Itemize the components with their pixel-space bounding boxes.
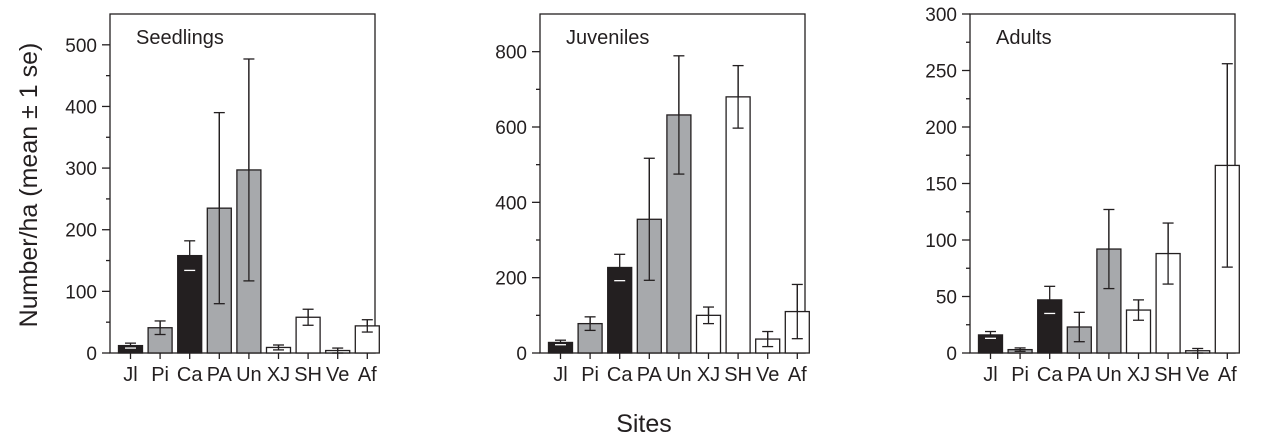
y-tick-label: 0 [516, 344, 527, 365]
x-tick-label-pa: PA [637, 364, 663, 386]
bar-ca [607, 266, 633, 354]
x-tick-label-sh: SH [294, 364, 322, 386]
y-tick-label: 0 [86, 344, 97, 365]
x-tick-label-pa: PA [1067, 364, 1093, 386]
x-tick-label-af: Af [788, 364, 807, 386]
x-tick-label-xj: XJ [267, 364, 290, 386]
x-tick-label-af: Af [1218, 364, 1237, 386]
x-tick-label-pi: Pi [1011, 364, 1029, 386]
y-tick-label: 100 [925, 231, 957, 252]
panel-title: Juveniles [566, 27, 649, 49]
x-tick-label-un: Un [236, 364, 262, 386]
y-tick-label: 200 [65, 221, 97, 242]
chart-panel-adults: 0 50 100 150 200 250 300 Jl Pi Ca PA Un XJ SH Ve Af Adul… [925, 5, 1240, 386]
y-tick-label: 400 [495, 193, 527, 214]
x-tick-label-ve: Ve [326, 364, 349, 386]
x-tick-label-af: Af [358, 364, 377, 386]
x-tick-label-xj: XJ [1127, 364, 1150, 386]
y-tick-label: 250 [925, 62, 957, 83]
y-tick-label: 0 [946, 344, 957, 365]
y-tick-label: 50 [936, 288, 957, 309]
x-tick-label-sh: SH [1154, 364, 1182, 386]
y-tick-label: 300 [925, 5, 957, 26]
y-tick-label: 500 [65, 36, 97, 57]
chart-panel-juveniles: 0 200 400 600 800 Jl Pi Ca PA Un XJ SH Ve Af Juveniles [495, 13, 810, 386]
y-tick-label: 150 [925, 175, 957, 196]
x-tick-label-ca: Ca [607, 364, 633, 386]
y-tick-label: 100 [65, 282, 97, 303]
x-tick-label-un: Un [1096, 364, 1122, 386]
chart-panel-seedlings: 0 100 200 300 400 500 Jl Pi Ca PA Un XJ SH Ve Af Seedli… [65, 13, 380, 386]
y-tick-label: 600 [495, 118, 527, 139]
y-tick-label: 200 [925, 118, 957, 139]
x-axis-label: Sites [616, 410, 672, 438]
x-tick-label-ca: Ca [177, 364, 203, 386]
bar-sh [725, 96, 751, 354]
panel-title: Seedlings [136, 27, 224, 49]
y-tick-label: 200 [495, 269, 527, 290]
x-tick-label-ve: Ve [756, 364, 779, 386]
x-tick-label-xj: XJ [697, 364, 720, 386]
x-tick-label-pi: Pi [151, 364, 169, 386]
y-tick-label: 300 [65, 159, 97, 180]
x-tick-label-pi: Pi [581, 364, 599, 386]
y-tick-label: 400 [65, 97, 97, 118]
x-tick-label-un: Un [666, 364, 692, 386]
x-tick-label-sh: SH [724, 364, 752, 386]
bar-ca [177, 254, 203, 354]
x-tick-label-ca: Ca [1037, 364, 1063, 386]
panel-title: Adults [996, 27, 1052, 49]
x-tick-label-pa: PA [207, 364, 233, 386]
y-axis-label: Number/ha (mean ± 1 se) [15, 43, 43, 328]
x-tick-label-jl: Jl [553, 364, 567, 386]
x-tick-label-jl: Jl [123, 364, 137, 386]
x-tick-label-ve: Ve [1186, 364, 1209, 386]
y-tick-label: 800 [495, 43, 527, 64]
x-tick-label-jl: Jl [983, 364, 997, 386]
